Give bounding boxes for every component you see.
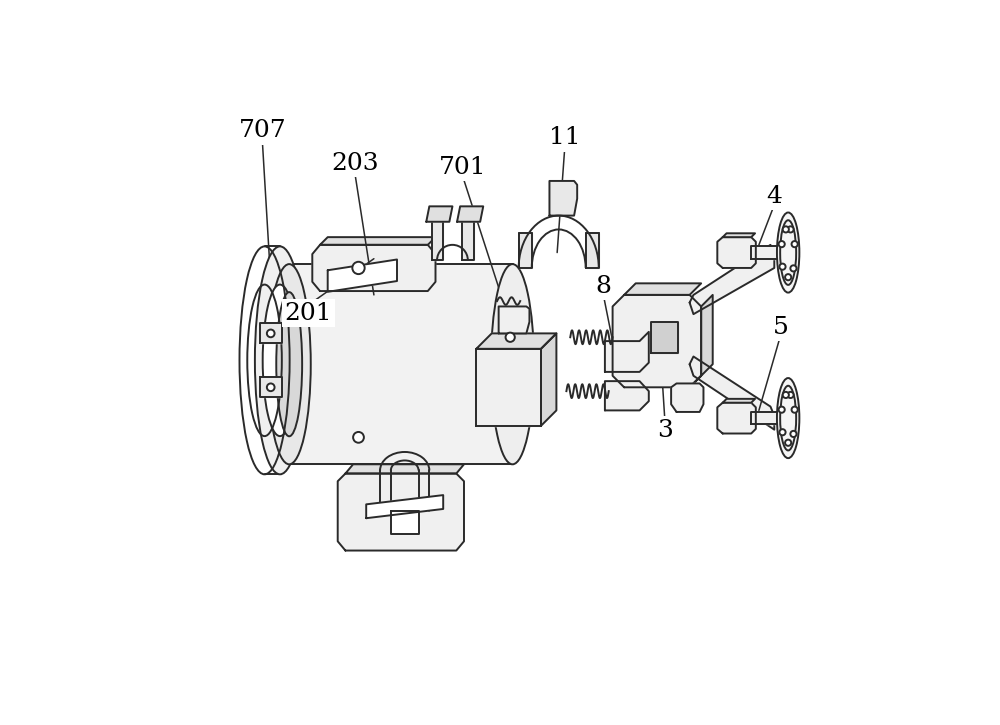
Circle shape	[787, 392, 794, 398]
Polygon shape	[426, 207, 452, 222]
Polygon shape	[605, 332, 649, 372]
Text: 707: 707	[238, 120, 286, 142]
Polygon shape	[462, 218, 474, 260]
Circle shape	[506, 333, 515, 342]
Text: 4: 4	[766, 185, 782, 208]
Polygon shape	[476, 334, 556, 349]
Text: 5: 5	[773, 316, 788, 339]
Ellipse shape	[777, 378, 799, 458]
Polygon shape	[457, 207, 483, 222]
Polygon shape	[366, 495, 443, 518]
Polygon shape	[671, 384, 703, 412]
Ellipse shape	[777, 212, 799, 293]
Circle shape	[783, 392, 789, 398]
Ellipse shape	[255, 247, 305, 474]
Polygon shape	[717, 402, 756, 434]
Polygon shape	[624, 283, 701, 295]
Polygon shape	[723, 399, 755, 402]
Polygon shape	[345, 464, 464, 473]
Text: 701: 701	[439, 156, 486, 178]
Circle shape	[785, 439, 791, 446]
Ellipse shape	[263, 285, 297, 436]
Polygon shape	[651, 322, 678, 352]
Circle shape	[779, 264, 786, 270]
Polygon shape	[476, 349, 541, 426]
Polygon shape	[751, 412, 782, 424]
Polygon shape	[499, 307, 529, 334]
Polygon shape	[328, 260, 397, 292]
Polygon shape	[338, 473, 464, 550]
Circle shape	[792, 241, 798, 247]
Circle shape	[787, 226, 794, 233]
Polygon shape	[432, 218, 443, 260]
Polygon shape	[723, 233, 755, 237]
Polygon shape	[320, 237, 436, 245]
Polygon shape	[690, 357, 774, 430]
Polygon shape	[260, 377, 282, 397]
Polygon shape	[519, 233, 532, 268]
Text: 201: 201	[285, 302, 332, 325]
Circle shape	[779, 241, 785, 247]
Circle shape	[353, 432, 364, 443]
Polygon shape	[690, 245, 774, 314]
Polygon shape	[289, 264, 512, 464]
Text: 8: 8	[595, 275, 611, 298]
Circle shape	[783, 226, 789, 233]
Circle shape	[792, 407, 798, 413]
Polygon shape	[549, 181, 577, 215]
Circle shape	[267, 330, 275, 337]
Ellipse shape	[276, 292, 302, 436]
Circle shape	[785, 274, 791, 281]
Polygon shape	[312, 245, 436, 291]
Circle shape	[779, 429, 786, 435]
Polygon shape	[751, 247, 782, 259]
Polygon shape	[690, 295, 713, 387]
Polygon shape	[605, 381, 649, 410]
Polygon shape	[391, 510, 419, 534]
Text: 203: 203	[331, 152, 378, 175]
Polygon shape	[541, 334, 556, 426]
Polygon shape	[613, 295, 701, 387]
Circle shape	[352, 262, 365, 274]
Circle shape	[779, 407, 785, 413]
Polygon shape	[260, 323, 282, 344]
Polygon shape	[717, 237, 756, 268]
Ellipse shape	[268, 264, 311, 464]
Text: 3: 3	[657, 419, 673, 442]
Circle shape	[790, 431, 797, 437]
Circle shape	[790, 265, 797, 271]
Text: 11: 11	[549, 126, 581, 149]
Ellipse shape	[491, 264, 534, 464]
Circle shape	[267, 384, 275, 392]
Polygon shape	[586, 233, 599, 268]
